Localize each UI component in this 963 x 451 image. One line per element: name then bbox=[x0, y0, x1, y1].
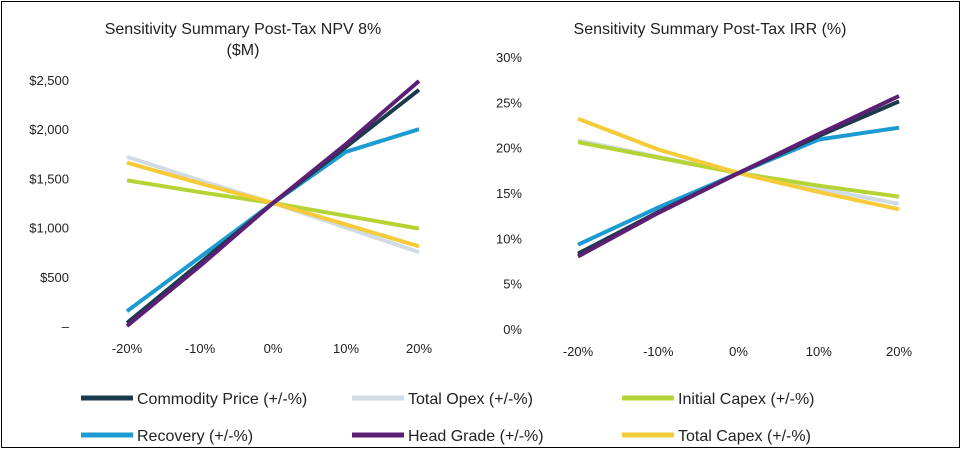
npv-ytick-label: $1,500 bbox=[29, 171, 69, 186]
irr-xtick-label: 10% bbox=[806, 344, 832, 359]
irr-series-initcapex bbox=[577, 140, 900, 199]
plots-group: – $500 $1,000 $1,500 $2,000 $2,500 -20% -10% 0% 1… bbox=[29, 50, 912, 359]
irr-xtick-label: -20% bbox=[563, 344, 594, 359]
irr-ytick-label: 10% bbox=[496, 231, 522, 246]
legend-label-totcapex: Total Capex (+/-%) bbox=[678, 428, 811, 445]
legend-label-recovery: Recovery (+/-%) bbox=[137, 428, 253, 445]
npv-xtick-label: -10% bbox=[185, 341, 216, 356]
irr-series-headgrade bbox=[577, 94, 900, 259]
irr-ytick-label: 15% bbox=[496, 186, 522, 201]
npv-series-headgrade bbox=[125, 79, 421, 328]
npv-title-line2: ($M) bbox=[227, 42, 260, 59]
irr-ytick-label: 5% bbox=[503, 277, 522, 292]
npv-ytick-label: $1,000 bbox=[29, 221, 69, 236]
legend-label-headgrade: Head Grade (+/-%) bbox=[408, 428, 544, 445]
irr-ytick-label: 30% bbox=[496, 50, 522, 65]
irr-title: Sensitivity Summary Post-Tax IRR (%) bbox=[574, 21, 847, 38]
irr-ytick-label: 25% bbox=[496, 95, 522, 110]
npv-ytick-label: – bbox=[62, 319, 70, 334]
irr-ytick-label: 0% bbox=[503, 322, 522, 337]
legend-label-initcapex: Initial Capex (+/-%) bbox=[678, 391, 815, 408]
legend: Commodity Price (+/-%) Total Opex (+/-%) I… bbox=[81, 391, 815, 445]
npv-title-line1: Sensitivity Summary Post-Tax NPV 8% bbox=[105, 21, 382, 38]
legend-label-opex: Total Opex (+/-%) bbox=[408, 391, 533, 408]
npv-xtick-label: 20% bbox=[406, 341, 432, 356]
npv-xtick-label: -20% bbox=[112, 341, 143, 356]
npv-ytick-label: $2,000 bbox=[29, 122, 69, 137]
irr-ytick-label: 20% bbox=[496, 141, 522, 156]
npv-ytick-label: $2,500 bbox=[29, 73, 69, 88]
irr-xtick-label: 0% bbox=[729, 344, 748, 359]
legend-label-commodity: Commodity Price (+/-%) bbox=[137, 391, 307, 408]
irr-xtick-label: 20% bbox=[886, 344, 912, 359]
npv-ytick-label: $500 bbox=[40, 270, 69, 285]
npv-xtick-label: 0% bbox=[264, 341, 283, 356]
irr-xtick-label: -10% bbox=[643, 344, 674, 359]
npv-xtick-label: 10% bbox=[333, 341, 359, 356]
